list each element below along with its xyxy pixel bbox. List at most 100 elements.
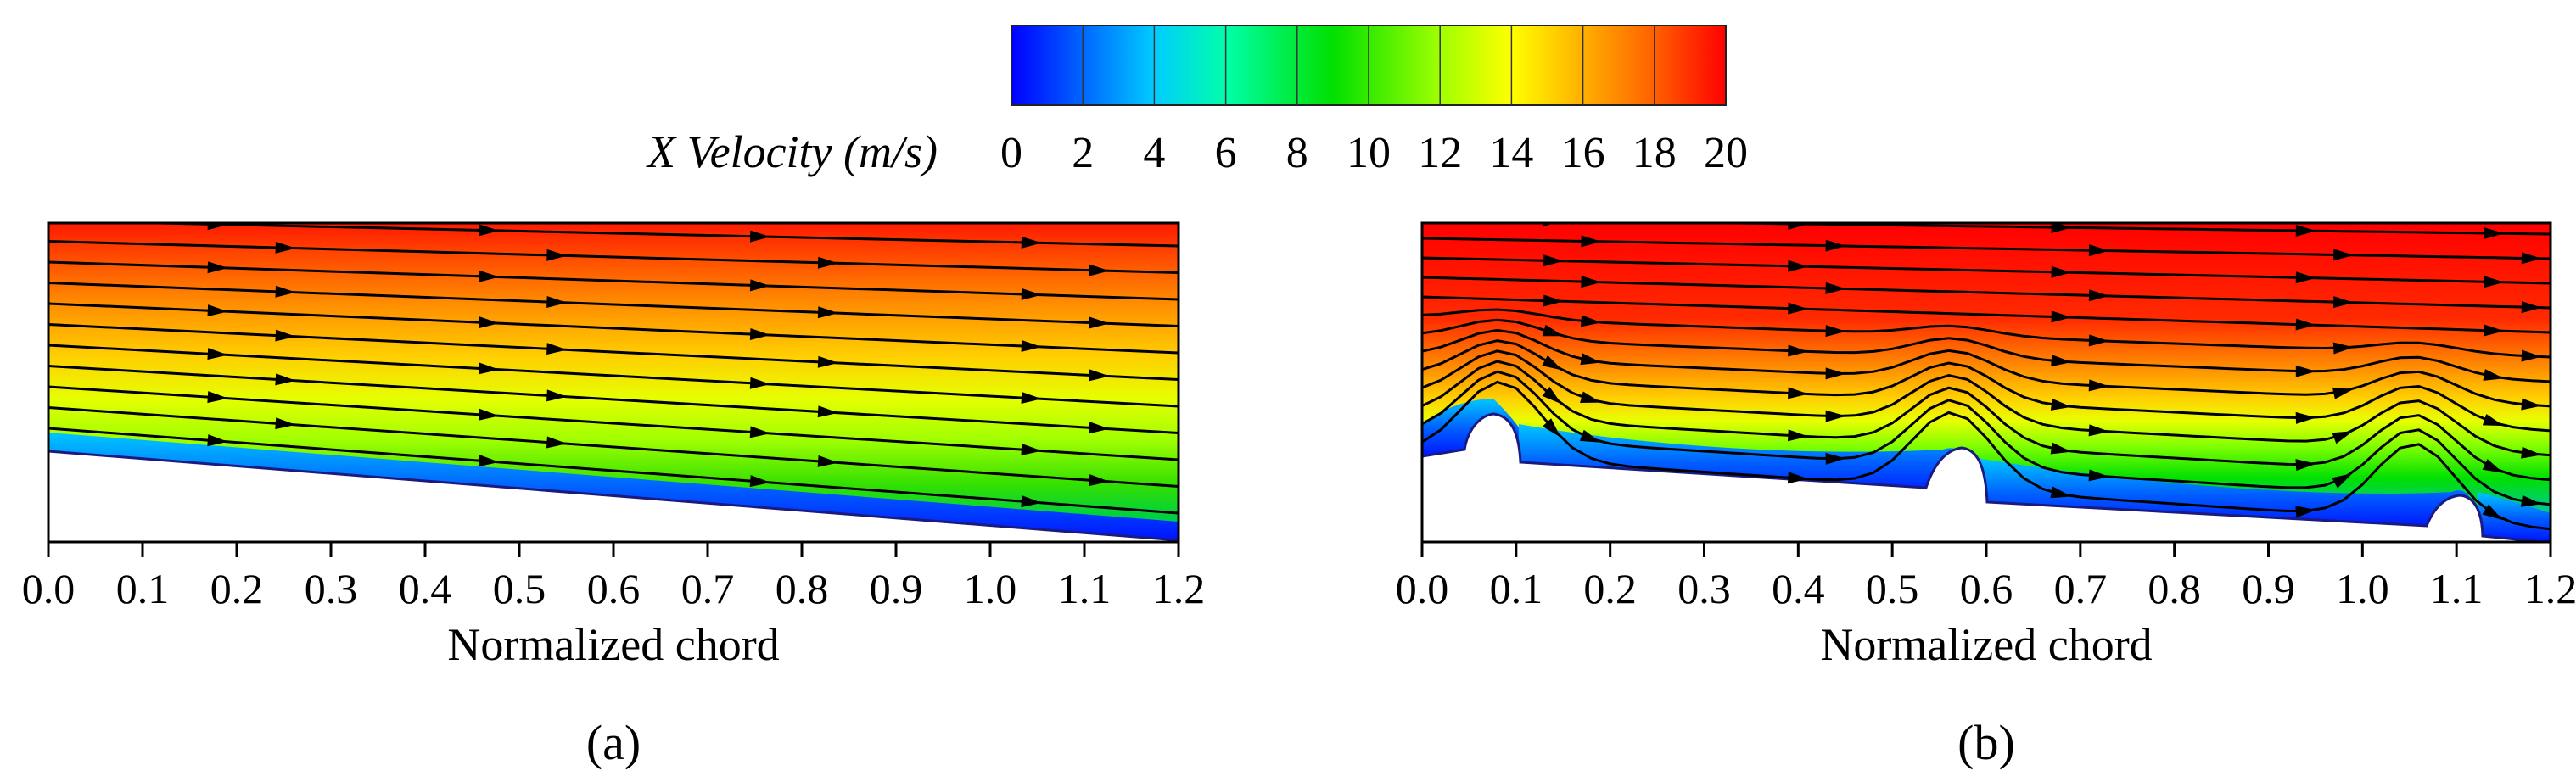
x-tick-label: 0.6 xyxy=(1960,565,2013,612)
streamline-arrow xyxy=(2050,442,2072,455)
streamline-arrow xyxy=(207,304,228,317)
streamline-arrow xyxy=(2295,459,2316,472)
streamline-arrow xyxy=(1825,282,1846,294)
x-tick-label: 0.0 xyxy=(22,565,76,612)
streamline xyxy=(1422,276,2551,310)
streamline xyxy=(1422,349,2551,457)
streamline-arrow xyxy=(546,249,568,261)
streamline-arrow xyxy=(2295,224,2316,237)
streamlines-b xyxy=(1422,223,2551,531)
streamline xyxy=(1641,223,2551,236)
streamline-arrow xyxy=(2521,349,2542,362)
streamline-arrow xyxy=(2088,379,2109,392)
streamline-arrow xyxy=(1542,324,1564,337)
streamline-arrow xyxy=(2295,318,2316,331)
streamline-arrow xyxy=(2051,223,2072,234)
streamline xyxy=(1422,237,2551,260)
streamline-arrow xyxy=(2051,310,2072,323)
streamline-arrow xyxy=(1021,392,1042,404)
streamline-arrow xyxy=(1089,369,1110,382)
x-tick-label: 0.3 xyxy=(305,565,358,612)
streamline-arrow xyxy=(1089,474,1110,487)
streamline-arrow xyxy=(749,328,771,341)
streamline-arrow xyxy=(1543,294,1565,307)
streamline-arrow xyxy=(1021,444,1042,456)
streamline-arrow xyxy=(2050,398,2072,411)
streamline-arrow xyxy=(1581,276,1602,288)
streamline-arrow xyxy=(817,306,839,319)
streamline-arrow xyxy=(1788,344,1809,357)
streamline xyxy=(1422,318,2551,383)
streamline-arrow xyxy=(1543,254,1565,267)
streamline-arrow xyxy=(1021,236,1042,249)
streamline-arrow xyxy=(2088,424,2109,437)
streamline xyxy=(48,240,1179,274)
x-tick-label: 0.5 xyxy=(493,565,546,612)
x-tick-label: 0.7 xyxy=(2054,565,2108,612)
streamline-arrow xyxy=(1788,302,1809,315)
streamline-arrow xyxy=(1021,339,1042,352)
streamline xyxy=(104,223,1179,248)
streamline-arrow xyxy=(2088,244,2109,257)
streamline-arrow xyxy=(749,279,771,292)
colorbar-tick-labels: 0 2 4 6 8 10 12 14 16 18 20 xyxy=(1000,25,1748,177)
x-tick-label: 1.0 xyxy=(2336,565,2389,612)
recirculation-zone-b-2 xyxy=(1519,424,1977,500)
streamline-arrow xyxy=(2295,271,2316,284)
x-tick-label: 0.9 xyxy=(870,565,923,612)
panel-label-b: (b) xyxy=(1957,715,2015,770)
panel-a: 0.0 0.1 0.2 0.3 0.4 0.5 0.6 0.7 0.8 0.9 1.0 1.1 1.2 … xyxy=(22,221,1206,770)
streamline-arrow xyxy=(546,343,568,355)
x-ticks-b: 0.0 0.1 0.2 0.3 0.4 0.5 0.6 0.7 0.8 0.9 1.0 1.1 1.2 xyxy=(1396,542,2576,612)
streamlines-a xyxy=(48,223,1179,515)
streamline-arrow xyxy=(275,241,296,254)
streamline-arrow xyxy=(2484,226,2505,239)
streamline-arrow xyxy=(2484,324,2505,337)
streamline-arrow xyxy=(2051,355,2072,367)
streamline-arrow xyxy=(2521,301,2542,314)
x-tick-label: 0.2 xyxy=(1583,565,1637,612)
streamline-arrow xyxy=(2295,411,2316,424)
streamline-arrow xyxy=(1542,386,1562,405)
streamline-arrow xyxy=(2332,431,2354,444)
streamline-arrow xyxy=(1089,264,1110,276)
streamline-arrow xyxy=(1787,429,1809,442)
x-tick-label: 0.3 xyxy=(1677,565,1731,612)
streamline xyxy=(1422,360,2551,482)
x-tick-label: 0.1 xyxy=(1490,565,1543,612)
streamline-arrow xyxy=(2333,249,2355,261)
x-tick-label: 0.8 xyxy=(2148,565,2201,612)
streamline-arrow xyxy=(817,355,839,368)
recirculation-zone-b-4 xyxy=(2478,492,2551,542)
streamline-arrow xyxy=(1579,429,1601,443)
streamline-arrow xyxy=(817,455,839,467)
streamline-arrow xyxy=(1580,353,1602,366)
streamline-arrow xyxy=(275,373,296,386)
streamline-arrow xyxy=(1089,422,1110,434)
streamline xyxy=(1422,370,2551,506)
x-tick-label: 1.1 xyxy=(1058,565,1112,612)
x-tick-label: 0.4 xyxy=(399,565,452,612)
streamline-arrow xyxy=(479,270,500,282)
streamline-arrow xyxy=(207,434,228,447)
streamline-arrow xyxy=(207,348,228,360)
streamline xyxy=(1422,339,2551,433)
streamline-arrow xyxy=(817,256,839,269)
streamline xyxy=(1422,328,2551,408)
x-tick-label: 1.2 xyxy=(1152,565,1206,612)
colorbar-tick-label: 0 xyxy=(1000,129,1022,177)
x-tick-label: 1.2 xyxy=(2524,565,2576,612)
streamline xyxy=(48,302,1179,355)
colorbar-title: X Velocity (m/s) xyxy=(646,126,938,177)
streamline-arrow xyxy=(478,455,500,467)
streamline-arrow xyxy=(1825,410,1846,422)
streamline-arrow xyxy=(1788,260,1809,272)
streamline-arrow xyxy=(749,475,771,488)
streamline-arrow xyxy=(275,329,296,342)
streamline-arrow xyxy=(2332,342,2355,355)
streamline-arrow xyxy=(817,405,839,418)
streamline-arrow xyxy=(1542,418,1561,438)
colorbar: 0 2 4 6 8 10 12 14 16 18 20 X Velocity (m/s) xyxy=(646,25,1748,177)
streamline-arrow xyxy=(2484,276,2505,288)
streamline xyxy=(48,385,1179,461)
